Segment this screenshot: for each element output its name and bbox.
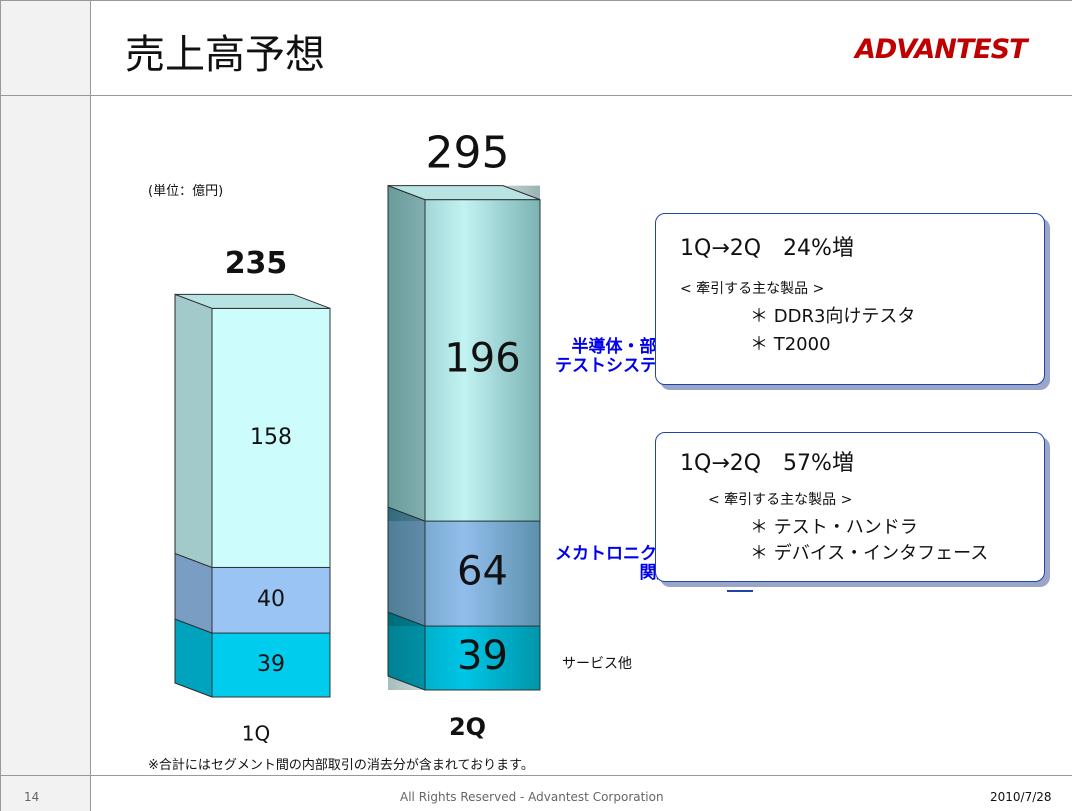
unit-label: (単位：億円) [148,184,224,199]
callout: 1Q→2Q 24%増 < 牽引する主な製品 > ＊ DDR3向けテスタ ＊ T2… [655,213,1045,385]
logo: ADVANTEST [855,34,1028,65]
segment-label: 39 [257,652,285,677]
bar-side [387,506,426,627]
callout-item: ＊ T2000 [750,334,831,355]
footnote: ※合計にはセグメント間の内部取引の消去分が含まれております。 [148,758,534,773]
copyright: All Rights Reserved - Advantest Corporat… [400,790,664,804]
side-band [0,0,91,811]
bar-top [387,185,541,201]
category-label: 1Q [242,722,270,746]
connector [727,590,753,592]
bar-segment [211,307,331,568]
series-label: サービス他 [562,656,632,672]
bar-side [387,184,426,522]
segment-label: 64 [457,549,508,595]
series-label: 半導体・部品 テストシステム [555,337,674,376]
callout-item: ＊ デバイス・インタフェース [750,543,989,564]
bar-side [174,293,213,569]
segment-label: 40 [257,587,285,612]
callout-item: ＊ DDR3向けテスタ [750,306,916,327]
category-label: 2Q [449,713,486,741]
callout: 1Q→2Q 57%増 < 牽引する主な製品 > ＊ テスト・ハンドラ ＊ デバイ… [655,432,1045,582]
segment-label: 39 [457,633,508,679]
callout-item: ＊ テスト・ハンドラ [750,517,918,538]
bar-segment [211,566,331,634]
date: 2010/7/28 [990,790,1052,804]
total-label: 295 [426,128,510,179]
callout-sub: < 牽引する主な製品 > [708,492,853,508]
header-rule [0,95,1072,96]
callout-heading: 1Q→2Q 24%増 [680,236,854,261]
bar-top [174,293,331,309]
title: 売上高予想 [125,32,325,78]
segment-label: 158 [250,425,292,450]
footer-rule [0,775,1072,776]
total-label: 235 [225,246,288,281]
bar-segment [211,632,331,698]
callout-sub: < 牽引する主な製品 > [680,281,825,297]
callout-heading: 1Q→2Q 57%増 [680,451,854,476]
segment-label: 196 [444,335,520,381]
page-number: 14 [24,790,40,804]
